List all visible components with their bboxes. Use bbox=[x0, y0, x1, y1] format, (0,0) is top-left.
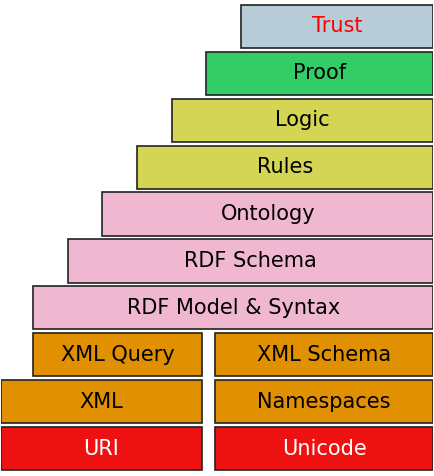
Text: RDF Model & Syntax: RDF Model & Syntax bbox=[127, 298, 340, 318]
Text: Rules: Rules bbox=[257, 157, 313, 177]
FancyBboxPatch shape bbox=[215, 427, 433, 470]
FancyBboxPatch shape bbox=[171, 99, 433, 141]
FancyBboxPatch shape bbox=[102, 192, 433, 236]
FancyBboxPatch shape bbox=[215, 380, 433, 424]
Text: Logic: Logic bbox=[275, 110, 330, 130]
FancyBboxPatch shape bbox=[215, 333, 433, 377]
Text: XML Query: XML Query bbox=[61, 345, 174, 365]
Text: Namespaces: Namespaces bbox=[257, 392, 391, 412]
Text: URI: URI bbox=[83, 439, 119, 459]
Text: XML: XML bbox=[79, 392, 123, 412]
FancyBboxPatch shape bbox=[1, 380, 202, 424]
FancyBboxPatch shape bbox=[241, 5, 433, 48]
Text: Unicode: Unicode bbox=[282, 439, 366, 459]
Text: Ontology: Ontology bbox=[220, 204, 315, 224]
FancyBboxPatch shape bbox=[33, 287, 433, 329]
Text: Trust: Trust bbox=[312, 16, 362, 36]
FancyBboxPatch shape bbox=[1, 427, 202, 470]
FancyBboxPatch shape bbox=[33, 333, 202, 377]
FancyBboxPatch shape bbox=[68, 239, 433, 283]
Text: Proof: Proof bbox=[293, 63, 346, 83]
Text: XML Schema: XML Schema bbox=[257, 345, 391, 365]
FancyBboxPatch shape bbox=[206, 51, 433, 95]
Text: RDF Schema: RDF Schema bbox=[184, 251, 317, 271]
FancyBboxPatch shape bbox=[137, 146, 433, 188]
